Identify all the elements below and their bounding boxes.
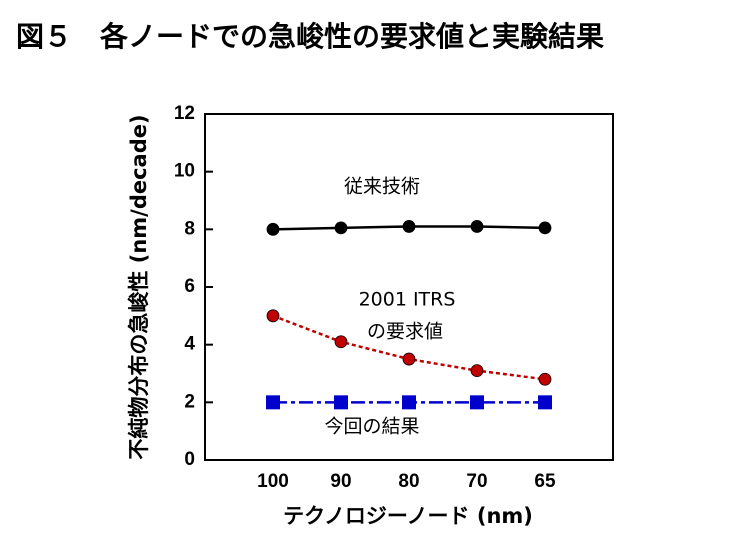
data-point (334, 395, 348, 410)
x-axis-label: テクノロジーノード (nm) (283, 504, 533, 528)
data-point (334, 335, 348, 349)
y-tick-label: 6 (184, 276, 195, 297)
data-point (538, 221, 552, 235)
y-tick-label: 2 (184, 391, 195, 412)
data-point (402, 395, 416, 410)
y-axis-label: 不純物分布の急峻性 (nm/decade) (127, 114, 151, 459)
series-label: 今回の結果 (324, 416, 419, 438)
data-point (402, 220, 416, 233)
y-tick-label: 12 (174, 103, 195, 124)
data-point (266, 309, 280, 323)
chart-title: 図５ 各ノードでの急峻性の要求値と実験結果 (16, 20, 604, 53)
data-point (538, 395, 552, 410)
y-tick-label: 4 (184, 334, 195, 355)
series-label: の要求値 (367, 321, 443, 343)
x-tick-label: 80 (398, 471, 419, 492)
series-label: 2001 ITRS (359, 289, 456, 311)
data-point (470, 364, 484, 378)
data-point (334, 221, 348, 235)
x-tick-label: 65 (534, 471, 556, 492)
y-tick-label: 8 (184, 218, 195, 239)
y-tick-label: 10 (174, 161, 195, 182)
data-point (470, 220, 484, 233)
data-point (266, 222, 280, 236)
x-tick-label: 100 (257, 471, 289, 492)
data-point (266, 395, 280, 410)
x-tick-label: 90 (330, 471, 351, 492)
data-point (538, 372, 552, 386)
series-label: 従来技術 (344, 176, 420, 198)
data-point (470, 395, 484, 410)
x-tick-label: 70 (466, 471, 487, 492)
data-point (402, 352, 416, 366)
y-tick-label: 0 (184, 449, 195, 470)
